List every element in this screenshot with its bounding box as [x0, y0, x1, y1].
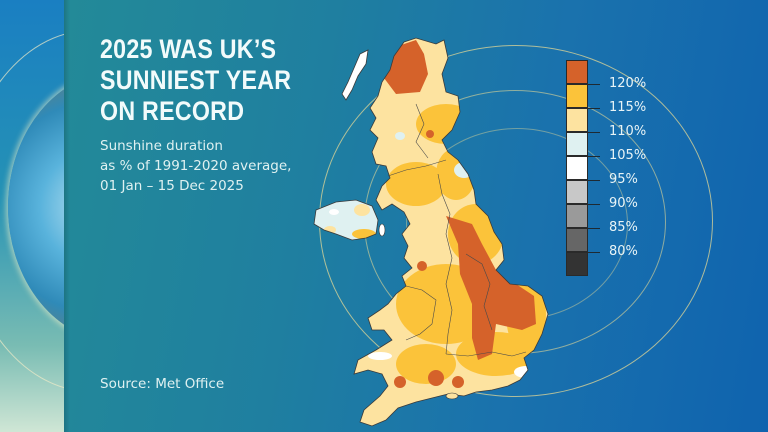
page-title: 2025 WAS UK’S SUNNIEST YEAR ON RECORD [100, 34, 306, 127]
legend-swatch [566, 84, 588, 108]
legend-swatch [566, 132, 588, 156]
legend-label: 85% [609, 220, 638, 235]
background-globe-strip [0, 0, 64, 432]
legend-swatch [566, 156, 588, 180]
legend-label: 80% [609, 244, 638, 259]
subtitle-line: as % of 1991-2020 average, [100, 158, 292, 174]
legend-swatch [566, 108, 588, 132]
legend-label: 95% [609, 172, 638, 187]
legend-tick [588, 156, 600, 157]
uk-sunshine-map [313, 37, 549, 427]
chart-subtitle: Sunshine duration as % of 1991-2020 aver… [100, 136, 350, 196]
legend-label: 115% [609, 100, 647, 115]
subtitle-line: Sunshine duration [100, 138, 223, 154]
legend-tick [588, 84, 600, 85]
legend-tick [588, 204, 600, 205]
legend-label: 120% [609, 76, 647, 91]
legend-swatch [566, 252, 588, 276]
legend-swatch [566, 60, 588, 84]
legend-swatch [566, 228, 588, 252]
legend-tick [588, 108, 600, 109]
title-line: 2025 WAS UK’S [100, 34, 277, 64]
legend-swatch [566, 180, 588, 204]
title-line: SUNNIEST YEAR [100, 65, 292, 95]
legend-tick [588, 132, 600, 133]
legend-tick [588, 228, 600, 229]
legend-tick [588, 252, 600, 253]
legend-label: 105% [609, 148, 647, 163]
legend-tick [588, 180, 600, 181]
title-line: ON RECORD [100, 96, 245, 126]
legend-label: 90% [609, 196, 638, 211]
infographic-panel: 2025 WAS UK’S SUNNIEST YEAR ON RECORD Su… [64, 0, 768, 432]
source-credit: Source: Met Office [100, 376, 225, 392]
legend-label: 110% [609, 124, 647, 139]
legend-swatch [566, 204, 588, 228]
subtitle-line: 01 Jan – 15 Dec 2025 [100, 178, 244, 194]
